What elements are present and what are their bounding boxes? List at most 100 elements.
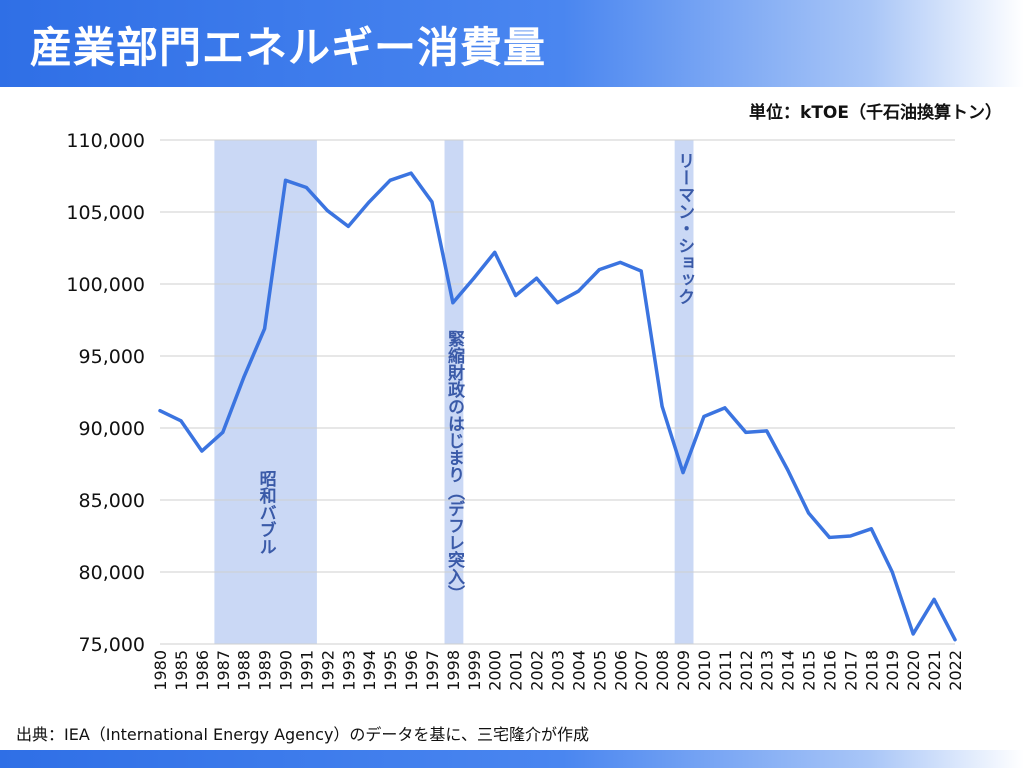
data-point [869, 527, 873, 531]
x-tick-label: 2021 [925, 650, 944, 691]
data-point [346, 224, 350, 228]
grid-lines [160, 139, 955, 645]
x-tick-label: 1990 [277, 650, 296, 691]
data-point [493, 250, 497, 254]
data-point [765, 429, 769, 433]
bottom-bar [0, 750, 1024, 768]
x-tick-label: 2018 [862, 650, 881, 691]
title-bar: 産業部門エネルギー消費量 [0, 0, 1024, 87]
x-tick-label: 1992 [318, 650, 337, 691]
x-tick-label: 2000 [486, 650, 505, 691]
data-point [221, 430, 225, 434]
x-tick-label: 2006 [611, 650, 630, 691]
y-axis: 75,000 80,000 85,000 90,000 95,000 100,000 105… [66, 130, 145, 656]
x-tick-label: 2020 [904, 650, 923, 691]
x-tick-label: 2019 [883, 650, 902, 691]
x-tick-label: 1987 [214, 650, 233, 691]
y-tick-label: 85,000 [79, 490, 145, 512]
x-tick-label: 2009 [674, 650, 693, 691]
x-tick-label: 2015 [800, 650, 819, 691]
x-tick-label: 1988 [235, 650, 254, 691]
x-tick-label: 2004 [569, 650, 588, 691]
data-point [472, 276, 476, 280]
y-tick-label: 90,000 [79, 418, 145, 440]
x-tick-label: 2003 [549, 650, 568, 691]
x-tick-label: 1994 [360, 650, 379, 691]
source-note: 出典：IEA（International Energy Agency）のデータを… [16, 725, 589, 744]
data-point [576, 289, 580, 293]
y-tick-label: 100,000 [66, 274, 145, 296]
data-point [890, 570, 894, 574]
data-point [284, 178, 288, 182]
data-point [702, 414, 706, 418]
y-tick-label: 80,000 [79, 562, 145, 584]
data-point [618, 260, 622, 264]
data-point [304, 186, 308, 190]
data-point [953, 638, 957, 642]
x-tick-label: 1989 [256, 650, 275, 691]
x-tick-label: 2007 [632, 650, 651, 691]
data-point [430, 200, 434, 204]
x-tick-label: 1980 [151, 650, 170, 691]
x-tick-label: 2022 [946, 650, 965, 691]
page-title: 産業部門エネルギー消費量 [30, 23, 547, 72]
x-tick-label: 2016 [820, 650, 839, 691]
data-point [388, 178, 392, 182]
data-point [786, 468, 790, 472]
data-point [660, 404, 664, 408]
data-point [807, 511, 811, 515]
data-point [597, 268, 601, 272]
shaded-periods [214, 140, 694, 644]
x-tick-label: 1996 [402, 650, 421, 691]
y-tick-label: 95,000 [79, 346, 145, 368]
shaded-period-band [214, 140, 317, 644]
data-point [200, 449, 204, 453]
x-tick-label: 1998 [444, 650, 463, 691]
x-tick-label: 1991 [297, 650, 316, 691]
data-point [556, 301, 559, 305]
data-point [932, 597, 936, 601]
x-tick-label: 2008 [653, 650, 672, 691]
data-point [535, 276, 539, 280]
x-tick-label: 2013 [758, 650, 777, 691]
y-tick-label: 105,000 [66, 202, 145, 224]
shaded-period-labels: 昭和バブル 緊縮財政のはじまり（デフレ突入） リーマン・ショック [256, 152, 694, 602]
x-tick-label: 1999 [465, 650, 484, 691]
data-point [263, 327, 267, 331]
x-tick-label: 1995 [381, 650, 400, 691]
data-point [681, 471, 685, 475]
data-point [911, 632, 915, 636]
data-point [827, 535, 831, 539]
x-tick-label: 2001 [507, 650, 526, 691]
shaded-period-label: リーマン・ショック [674, 152, 694, 305]
data-point [158, 409, 162, 413]
data-point [723, 406, 727, 410]
x-tick-label: 1985 [172, 650, 191, 691]
unit-label: 単位：kTOE（千石油換算トン） [749, 103, 1002, 123]
y-tick-label: 75,000 [79, 634, 145, 656]
x-tick-label: 2012 [737, 650, 756, 691]
shaded-period-label: 昭和バブル [256, 470, 277, 555]
shaded-period-band [674, 140, 694, 644]
x-tick-label: 2010 [695, 650, 714, 691]
shaded-period-band [444, 140, 464, 644]
x-tick-label: 2002 [528, 650, 547, 691]
data-point [744, 430, 748, 434]
x-axis: 1980 1985 1986 1987 1988 1989 1990 1991 1992 1993… [151, 650, 965, 691]
data-point [179, 419, 183, 423]
data-point [848, 534, 852, 538]
x-tick-label: 2011 [716, 650, 735, 691]
x-tick-label: 1993 [339, 650, 358, 691]
x-tick-label: 1997 [423, 650, 442, 691]
x-tick-label: 2017 [841, 650, 860, 691]
x-tick-label: 2005 [590, 650, 609, 691]
data-point [451, 301, 455, 305]
data-point [514, 294, 518, 298]
series-line [158, 171, 957, 642]
y-tick-label: 110,000 [66, 130, 145, 152]
data-point [639, 269, 643, 273]
data-point [367, 200, 371, 204]
data-point [325, 209, 329, 213]
data-point [409, 171, 413, 175]
